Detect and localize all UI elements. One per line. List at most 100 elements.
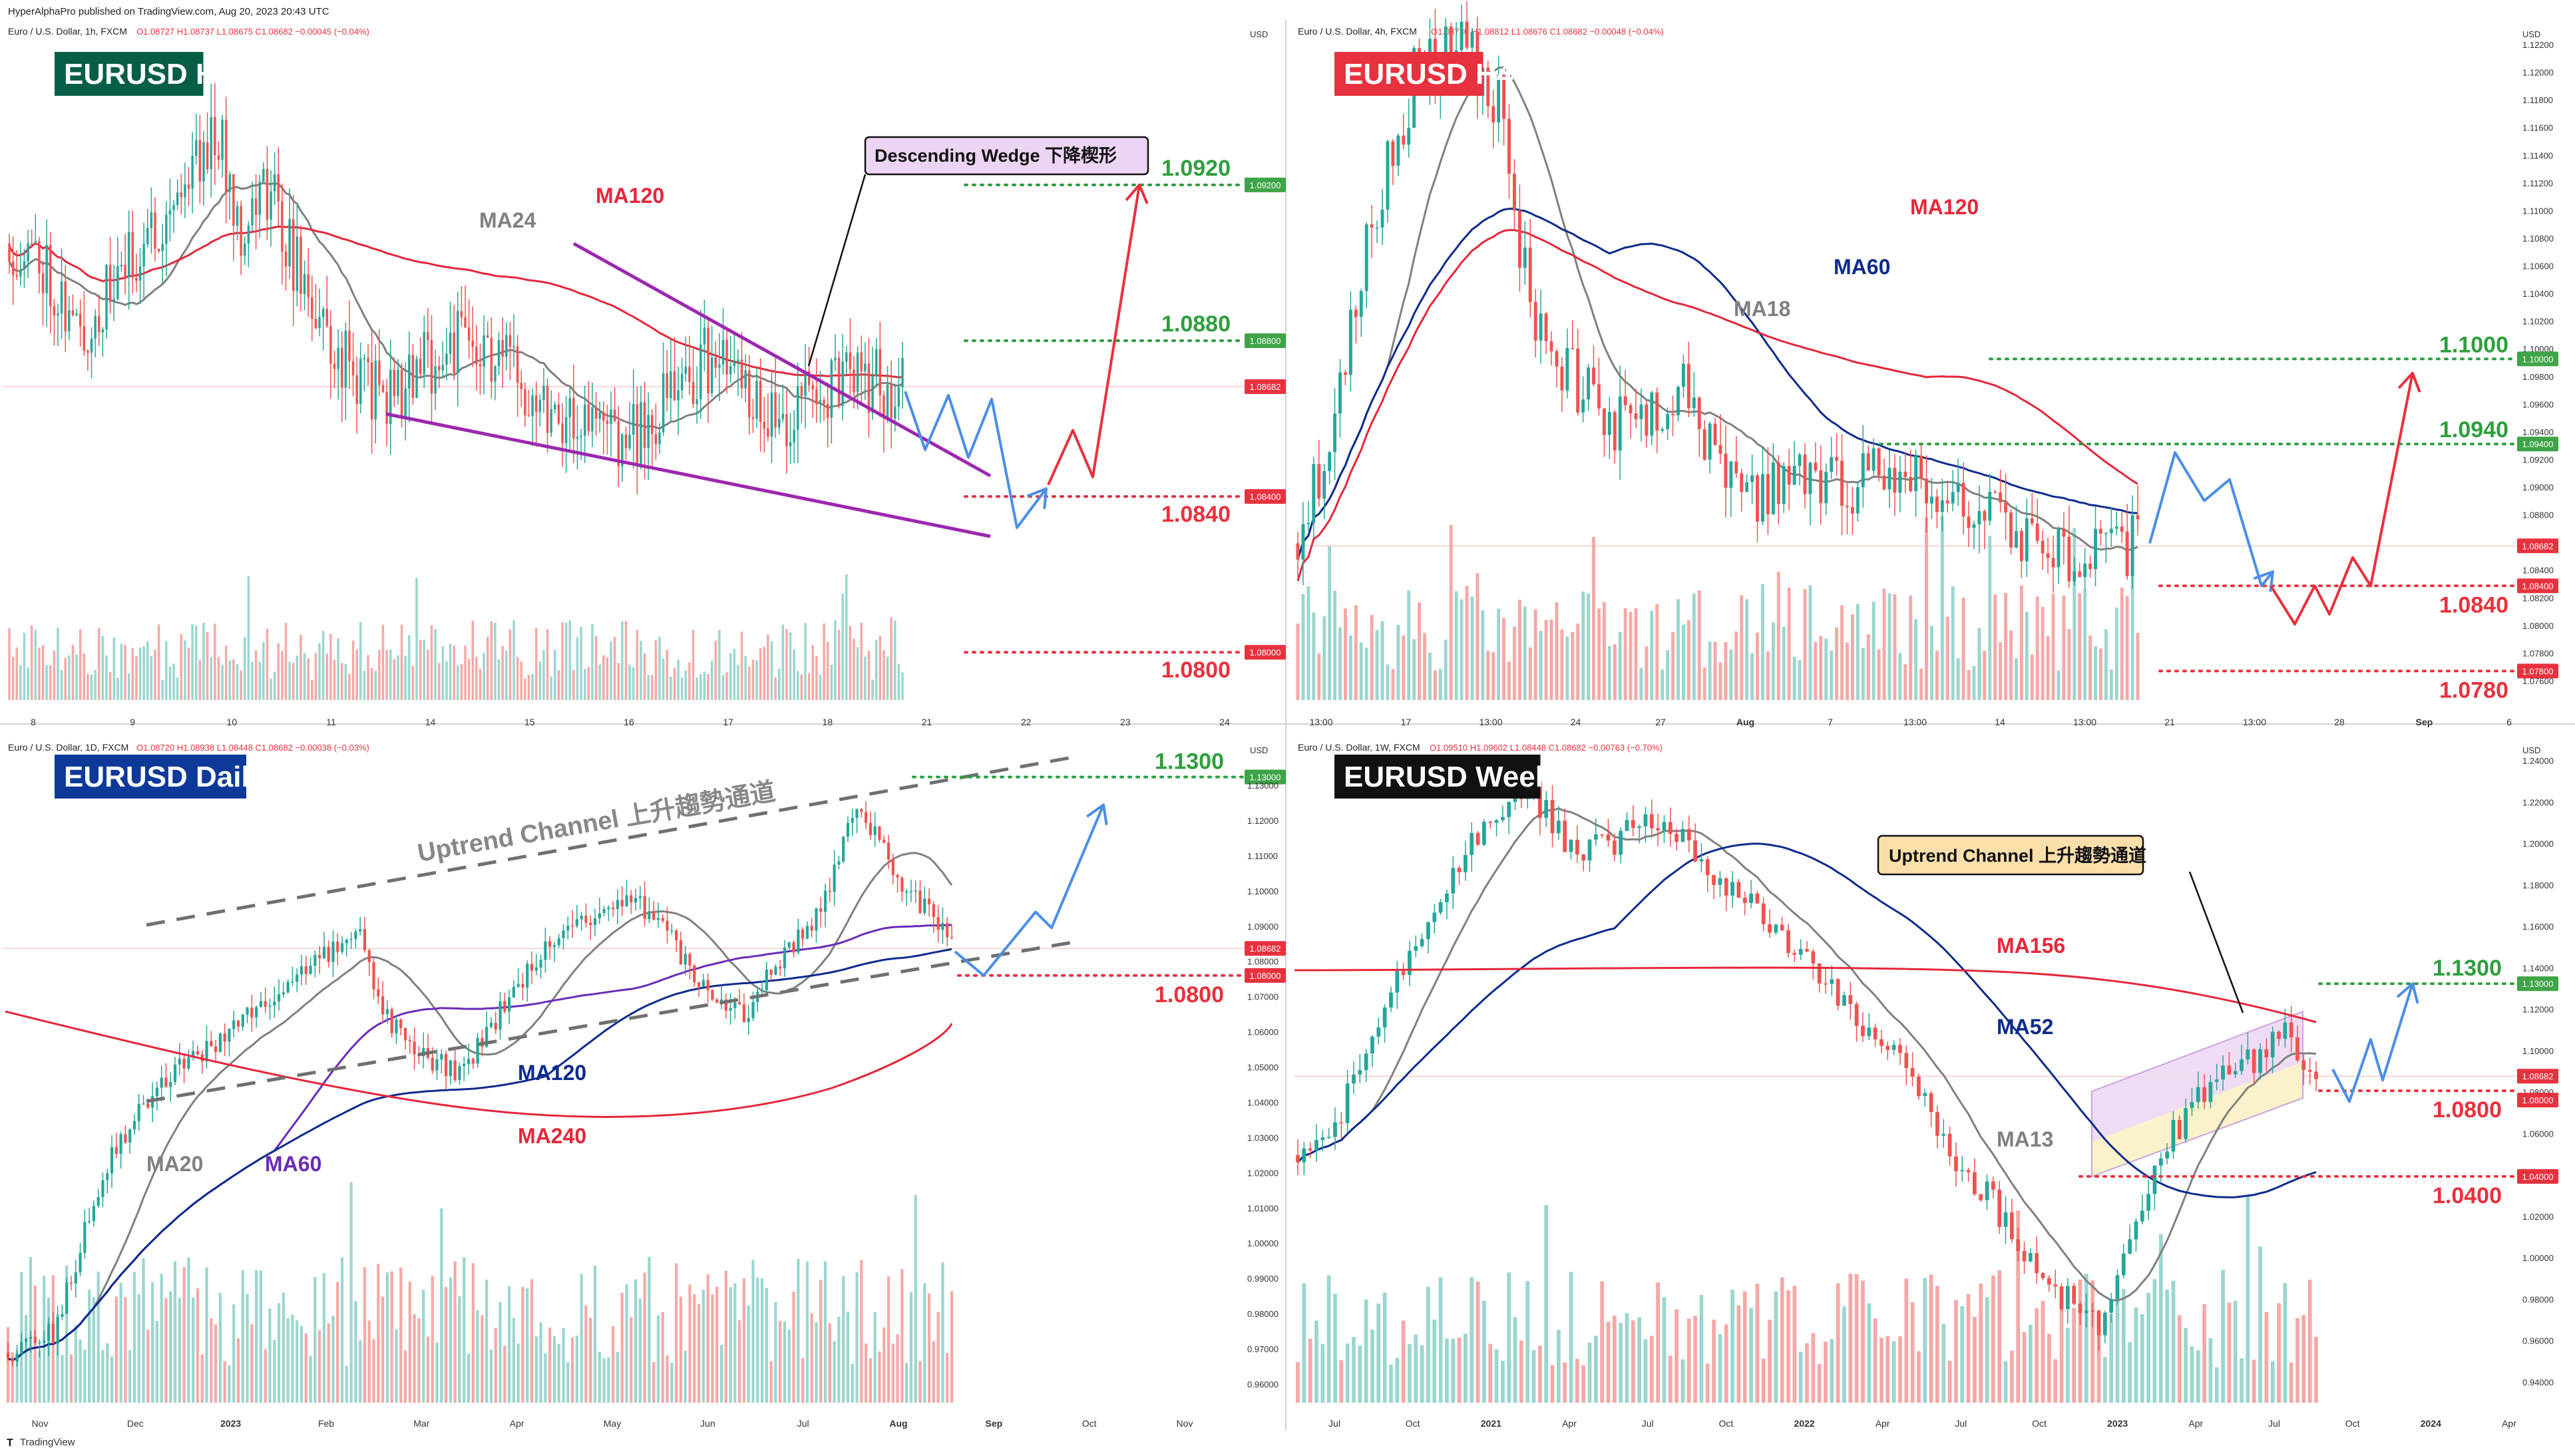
volume-bar	[56, 1314, 59, 1403]
volume-bar	[2051, 594, 2055, 700]
candle-body	[1549, 341, 1553, 351]
time-axis-tick: Aug	[889, 1418, 907, 1429]
candle-body	[941, 923, 944, 930]
volume-bar	[1539, 631, 1543, 700]
price-tag-label: 1.08682	[1250, 382, 1281, 392]
volume-bar	[2019, 585, 2023, 700]
volume-bar	[19, 665, 22, 700]
candle-body	[2146, 1194, 2150, 1211]
candle-body	[1631, 820, 1635, 828]
price-axis-tick-left: 0.99000	[1247, 1274, 1279, 1284]
volume-bar	[675, 1263, 678, 1403]
volume-bar	[1681, 1359, 1685, 1403]
volume-bar	[724, 1270, 727, 1403]
volume-bar	[408, 635, 411, 700]
candle-body	[530, 964, 534, 971]
volume-bar	[88, 1290, 91, 1403]
price-axis-tick-left: 1.01000	[1247, 1203, 1279, 1213]
candle-body	[374, 361, 377, 420]
time-axis-tick: 21	[2164, 717, 2175, 727]
candle-body	[206, 142, 209, 170]
candle-body	[120, 264, 123, 267]
candle-body	[173, 1064, 177, 1082]
candle-body	[2252, 1049, 2256, 1073]
volume-bar	[400, 624, 403, 700]
volume-bar	[837, 1316, 841, 1403]
volume-bar	[1718, 662, 1722, 700]
volume-bar	[819, 1280, 823, 1403]
volume-bar	[927, 1293, 931, 1403]
volume-bar	[2128, 1342, 2132, 1403]
candle-body	[1686, 828, 1691, 840]
candle-body	[2196, 1087, 2200, 1103]
volume-bar	[142, 1258, 145, 1403]
candle-body	[108, 265, 112, 302]
price-tag-label: 1.09200	[1250, 180, 1281, 190]
volume-bar	[1380, 621, 1384, 700]
candle-body	[97, 1196, 100, 1206]
volume-bar	[445, 661, 448, 700]
candle-body	[1842, 995, 1846, 1006]
candle-body	[254, 198, 258, 216]
volume-bar	[1643, 1339, 1648, 1403]
volume-bar	[1488, 1344, 1493, 1403]
volume-bar	[2059, 1290, 2064, 1403]
candle-body	[1569, 839, 1573, 852]
candle-body	[557, 404, 560, 424]
candle-body	[714, 357, 717, 368]
candle-body	[1308, 1148, 1312, 1151]
candle-body	[214, 116, 216, 156]
volume-bar	[210, 1318, 213, 1403]
candle-body	[572, 398, 575, 439]
price-axis-tick: 1.10800	[2522, 234, 2554, 244]
candle-body	[75, 313, 78, 315]
volume-bar	[291, 1314, 294, 1403]
volume-bar	[1947, 1360, 1952, 1403]
level-label: 1.1300	[2433, 956, 2502, 981]
candle-body	[1512, 174, 1516, 211]
volume-bar	[572, 670, 575, 700]
candle-body	[1494, 820, 1499, 823]
volume-bar	[277, 643, 280, 700]
candle-body	[602, 412, 605, 421]
candle-body	[883, 839, 886, 843]
volume-bar	[789, 632, 792, 700]
volume-bar	[1308, 1338, 1312, 1403]
time-axis-tick: 13:00	[1479, 717, 1502, 727]
candle-body	[1935, 1112, 1939, 1136]
candle-body	[770, 392, 773, 437]
candle-body	[652, 911, 656, 920]
candle-body	[445, 1054, 448, 1077]
volume-bar	[1898, 653, 1902, 700]
forecast-blue-path	[954, 804, 1105, 977]
price-axis-tick: 1.08400	[2522, 566, 2554, 576]
candle-body	[1438, 902, 1443, 913]
candle-body	[431, 1057, 434, 1071]
candle-body	[769, 970, 773, 975]
volume-bar	[299, 635, 302, 700]
volume-bar	[684, 1350, 687, 1403]
volume-bar	[344, 663, 347, 700]
candle-body	[527, 415, 530, 417]
candle-body	[460, 311, 463, 317]
volume-bar	[30, 625, 33, 700]
candle-body	[562, 930, 565, 939]
price-axis-tick-left: 1.12000	[1247, 816, 1279, 826]
volume-bar	[92, 1297, 96, 1403]
candle-body	[1612, 840, 1617, 855]
candle-body	[246, 1007, 249, 1015]
candle-body	[60, 281, 63, 314]
volume-bar	[363, 671, 366, 700]
volume-bar	[890, 617, 892, 700]
volume-bar	[725, 672, 728, 700]
volume-bar	[688, 1284, 692, 1403]
candle-body	[598, 913, 601, 918]
volume-bar	[2252, 1360, 2256, 1403]
candle-body	[471, 340, 475, 347]
volume-bar	[150, 655, 153, 700]
legend: Euro / U.S. Dollar, 4h, FXCM	[1298, 26, 1417, 37]
candle-body	[236, 206, 239, 226]
candle-body	[38, 1342, 41, 1344]
candle-body	[1909, 476, 1913, 491]
volume-bar	[699, 674, 702, 700]
